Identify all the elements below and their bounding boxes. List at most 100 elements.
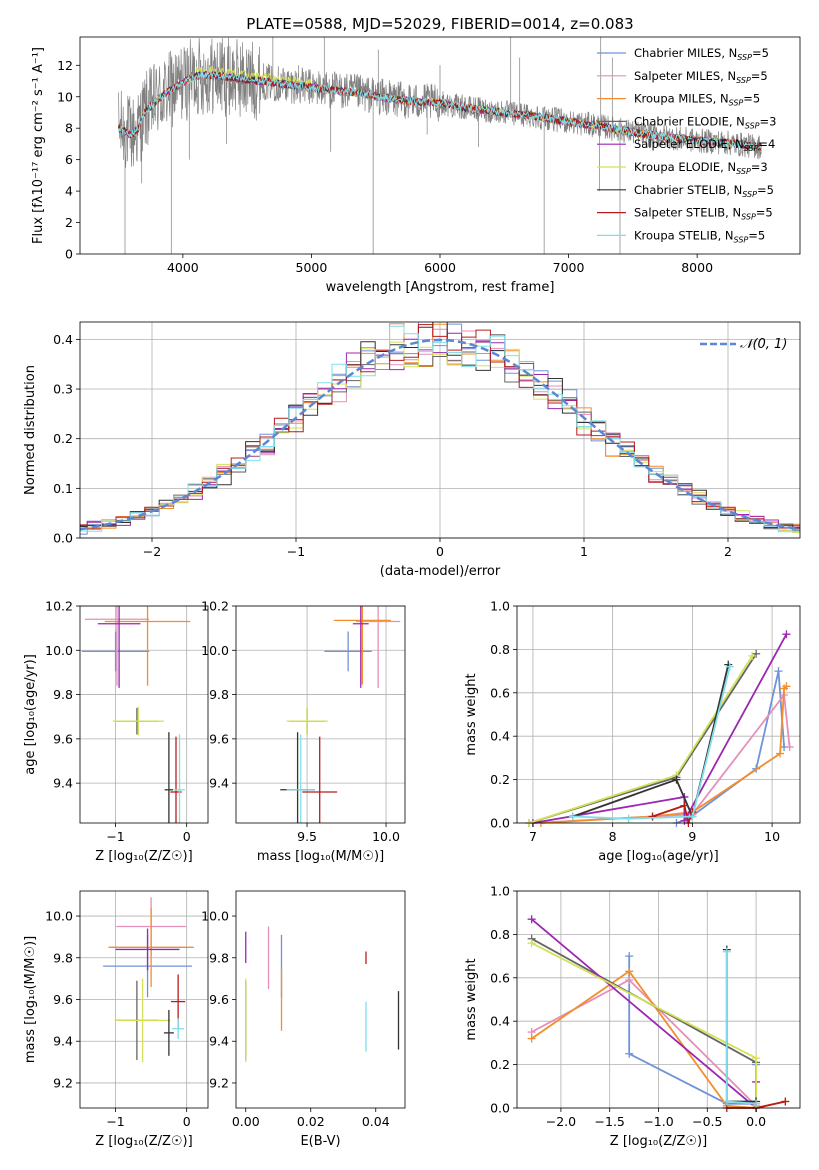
legend-entry-1: Salpeter MILES, NSSP=5	[634, 69, 768, 85]
legend-entry-6: Chabrier STELIB, NSSP=5	[634, 183, 774, 199]
legend-entry-3: Chabrier ELODIE, NSSP=3	[634, 114, 776, 130]
x-tick-label: −1	[106, 829, 124, 844]
x-tick-label: 10.0	[372, 829, 400, 844]
x-tick-label: 1	[580, 544, 588, 559]
weight-line-0	[628, 956, 757, 1105]
plot-area-mass_vs_Z	[103, 897, 194, 1063]
y-tick-label: 10.0	[201, 643, 229, 658]
model-fit-line-8	[118, 71, 762, 150]
axes-frame	[79, 321, 801, 539]
axes-residuals: −2 −1 0 1 2 0.0 0.1 0.2 0.3 0.4 (data-model)/error…	[23, 321, 801, 579]
plot-area-age_vs_Z	[81, 606, 191, 823]
x-tick-label: 0.02	[297, 1114, 325, 1129]
axes-frame	[79, 36, 801, 255]
weight-marker-0	[625, 1049, 634, 1058]
x-axis-label: Z [log₁₀(Z/Z☉)]	[95, 849, 192, 864]
histogram-step-8	[80, 325, 800, 533]
x-tick-label: 9.5	[297, 829, 317, 844]
axes-frame	[235, 605, 406, 824]
x-tick-label: −2	[143, 544, 161, 559]
legend-entry-4: Salpeter ELODIE, NSSP=4	[634, 137, 775, 153]
plot-area-residuals	[80, 322, 800, 535]
axes-mass_vs_Z: −1 0 9.2 9.4 9.6 9.8 10.0 Z [log₁₀(Z/Z☉)] mass […	[23, 890, 209, 1149]
weight-marker-4	[782, 630, 791, 639]
x-tick-label: 7	[529, 829, 537, 844]
y-tick-label: 0.0	[490, 1101, 510, 1116]
axes-frame	[516, 890, 801, 1109]
plot-area-weight_vs_age	[524, 630, 794, 827]
y-tick-label: 0.4	[490, 729, 510, 744]
x-axis-label: wavelength [Angstrom, rest frame]	[326, 280, 555, 295]
y-tick-label: 9.4	[209, 1034, 229, 1049]
weight-marker-8	[568, 812, 577, 821]
y-tick-label: 10.0	[45, 643, 73, 658]
y-axis-label: Flux [fλ10⁻¹⁷ erg cm⁻² s⁻¹ A⁻¹]	[31, 47, 46, 244]
x-tick-label: 8	[609, 829, 617, 844]
x-tick-label: 0	[183, 829, 191, 844]
weight-line-2	[540, 685, 788, 824]
plot-area-age_vs_mass	[280, 606, 401, 823]
y-tick-label: 9.8	[53, 950, 73, 965]
y-tick-label: 8	[65, 121, 73, 136]
x-tick-label: 0.04	[362, 1114, 390, 1129]
y-tick-label: 9.6	[209, 731, 229, 746]
x-tick-label: 8000	[681, 260, 713, 275]
x-axis-label: E(B-V)	[300, 1134, 340, 1149]
weight-marker-8	[722, 1097, 731, 1106]
y-tick-label: 9.8	[53, 687, 73, 702]
plot-area-mass_vs_ebv	[245, 926, 400, 1063]
weight-marker-8	[688, 812, 697, 821]
legend-entry-7: Salpeter STELIB, NSSP=5	[634, 206, 773, 222]
spectrum-legend: Chabrier MILES, NSSP=5 Salpeter MILES, NS…	[597, 46, 776, 244]
legend-entry-2: Kroupa MILES, NSSP=5	[634, 92, 760, 108]
weight-line-5	[531, 942, 757, 1106]
weight-marker-4	[527, 915, 536, 924]
axes-frame	[79, 605, 209, 824]
weight-marker-1	[625, 975, 634, 984]
x-tick-label: −2.0	[546, 1114, 576, 1129]
plot-area-spectrum	[118, 37, 762, 254]
axes-weight_vs_age: 7 8 9 10 0.0 0.2 0.4 0.6 0.8 1.0 age [log₁₀(age/yr…	[464, 599, 801, 864]
x-axis-label: age [log₁₀(age/yr)]	[598, 849, 719, 864]
y-tick-label: 6	[65, 152, 73, 167]
histogram-step-6	[80, 322, 800, 532]
axes-frame	[516, 605, 801, 824]
y-axis-label: mass [log₁₀(M/M☉)]	[23, 936, 38, 1063]
weight-marker-0	[774, 667, 783, 676]
weight-marker-8	[752, 1099, 761, 1108]
weight-line-3	[528, 653, 757, 824]
y-tick-label: 10.0	[201, 909, 229, 924]
weight-marker-5	[527, 939, 536, 948]
x-axis-label: mass [log₁₀(M/M☉)]	[257, 849, 384, 864]
y-tick-label: 0.6	[490, 685, 510, 700]
x-tick-label: 6000	[424, 260, 456, 275]
x-tick-label: 4000	[167, 260, 199, 275]
y-tick-label: 0.1	[53, 481, 73, 496]
weight-line-6	[725, 949, 757, 1103]
y-tick-label: 0.4	[490, 1014, 510, 1029]
y-tick-label: 0.2	[490, 1057, 510, 1072]
y-tick-label: 1.0	[490, 884, 510, 899]
y-tick-label: 0.8	[490, 642, 510, 657]
y-tick-label: 4	[65, 184, 73, 199]
x-tick-label: −1	[106, 1114, 124, 1129]
y-tick-label: 10.2	[201, 599, 229, 614]
weight-line-8	[572, 666, 731, 820]
y-tick-label: 1.0	[490, 599, 510, 614]
figure-title: PLATE=0588, MJD=52029, FIBERID=0014, z=0…	[246, 15, 633, 33]
weight-line-5	[528, 655, 753, 824]
y-tick-label: 0.2	[490, 772, 510, 787]
y-tick-label: 0.8	[490, 927, 510, 942]
y-tick-label: 9.8	[209, 950, 229, 965]
x-axis-label: Z [log₁₀(Z/Z☉)]	[610, 1134, 707, 1149]
y-tick-label: 0.4	[53, 332, 73, 347]
weight-marker-5	[752, 1054, 761, 1063]
x-tick-label: −0.5	[692, 1114, 722, 1129]
x-tick-label: 0	[183, 1114, 191, 1129]
normal-curve-line	[80, 338, 800, 531]
axes-mass_vs_ebv: 0.00 0.02 0.04 9.2 9.4 9.6 9.8 10.0 E(B-V)	[201, 890, 406, 1149]
y-tick-label: 12	[57, 58, 73, 73]
x-tick-label: −1	[287, 544, 305, 559]
x-tick-label: 5000	[296, 260, 328, 275]
